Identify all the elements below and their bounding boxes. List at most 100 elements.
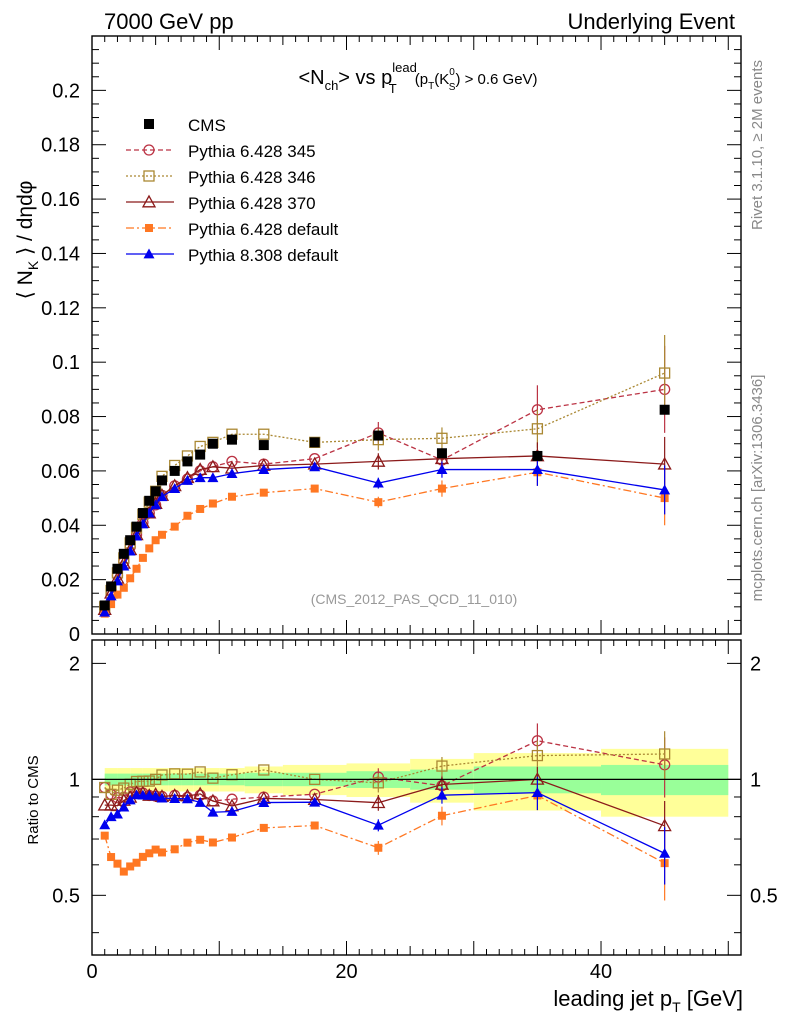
y-tick-label: 0.18 — [41, 135, 80, 157]
cms-data-point — [150, 486, 161, 497]
legend-label-pythia-6-428-345: Pythia 6.428 345 — [188, 142, 316, 161]
series-point-pythia-6-428-default — [151, 536, 160, 545]
ratio-point-pythia-6-428-346 — [531, 749, 544, 762]
ratio-tick-label-left: 1 — [69, 769, 80, 791]
y-tick-label: 0.14 — [41, 243, 80, 265]
ratio-point-pythia-8-308-default — [372, 819, 384, 830]
series-point-pythia-6-428-346 — [436, 432, 448, 444]
cms-data-point — [309, 437, 320, 448]
series-line-pythia-6-428-345 — [104, 388, 665, 608]
ratio-point-pythia-8-308-default — [258, 797, 270, 807]
legend-marker-pythia-6-428-370 — [141, 194, 157, 208]
series-point-pythia-8-308-default — [181, 474, 193, 485]
ratio-point-pythia-6-428-default — [107, 853, 116, 862]
series-point-pythia-8-308-default — [156, 491, 168, 502]
cms-data-point — [99, 600, 110, 611]
cms-data-point — [258, 440, 269, 451]
ratio-point-pythia-6-428-346 — [111, 784, 124, 796]
ratio-point-pythia-6-428-default — [259, 823, 268, 832]
analysis-id-label: (CMS_2012_PAS_QCD_11_010) — [311, 591, 518, 607]
main-panel-series — [97, 335, 672, 618]
ratio-line-pythia-6-428-346 — [104, 753, 665, 796]
ratio-tick-label-left: 0.5 — [52, 885, 80, 907]
ratio-point-pythia-6-428-default — [208, 838, 217, 847]
ratio-point-pythia-8-308-default — [531, 787, 543, 798]
ratio-point-pythia-6-428-346 — [118, 782, 130, 794]
legend-label-pythia-6-428-370: Pythia 6.428 370 — [188, 194, 316, 213]
ratio-point-pythia-6-428-346 — [658, 748, 671, 760]
cms-data-point — [125, 535, 136, 546]
ratio-point-pythia-6-428-default — [437, 811, 446, 820]
legend-marker-pythia-6-428-346 — [143, 170, 155, 182]
series-point-pythia-6-428-default — [113, 590, 122, 599]
ratio-point-pythia-6-428-default — [151, 845, 160, 854]
ratio-point-pythia-8-308-default — [181, 793, 193, 804]
series-point-pythia-8-308-default — [258, 464, 270, 474]
cms-data-point — [373, 430, 384, 441]
y-tick-label: 0.1 — [52, 352, 80, 374]
ratio-point-pythia-8-308-default — [226, 806, 238, 816]
y-tick-label: 0.2 — [52, 80, 80, 102]
cms-data-point — [169, 465, 180, 476]
legend-label-pythia-8-308-default: Pythia 8.308 default — [188, 246, 339, 265]
legend-label-pythia-6-428-default: Pythia 6.428 default — [188, 220, 339, 239]
series-point-pythia-6-428-346 — [258, 428, 270, 440]
ratio-point-pythia-8-308-default — [124, 794, 136, 805]
series-point-pythia-8-308-default — [659, 484, 671, 495]
series-point-pythia-6-428-346 — [658, 367, 671, 379]
x-axis-label: leading jet pT [GeV] — [553, 986, 743, 1015]
ratio-point-pythia-8-308-default — [156, 792, 168, 803]
ratio-point-pythia-8-308-default — [194, 796, 206, 807]
ratio-point-pythia-6-428-346 — [99, 781, 111, 794]
ratio-point-pythia-6-428-default — [157, 848, 166, 857]
header-right-label: Underlying Event — [567, 9, 735, 34]
series-point-pythia-8-308-default — [207, 472, 219, 483]
ratio-point-pythia-8-308-default — [105, 811, 117, 822]
series-point-pythia-6-428-345 — [226, 455, 238, 468]
ratio-point-pythia-6-428-default — [183, 838, 192, 847]
ratio-point-pythia-6-428-346 — [372, 777, 384, 789]
ratio-tick-label-right: 1 — [750, 769, 761, 791]
series-point-pythia-6-428-default — [145, 544, 154, 553]
series-point-pythia-6-428-346 — [531, 423, 544, 435]
legend-marker-pythia-8-308-default — [143, 248, 155, 259]
x-tick-label: 40 — [590, 961, 612, 983]
cms-data-point — [659, 404, 670, 415]
legend-label-cms: CMS — [188, 116, 226, 135]
legend-marker-pythia-6-428-default — [145, 224, 153, 232]
series-point-pythia-6-428-default — [170, 522, 179, 531]
ratio-point-pythia-8-308-default — [436, 789, 448, 800]
ratio-point-pythia-8-308-default — [118, 801, 130, 812]
y-tick-label: 0.16 — [41, 189, 80, 211]
x-tick-label: 20 — [335, 961, 357, 983]
ratio-point-pythia-6-428-default — [113, 859, 122, 868]
ratio-point-pythia-6-428-346 — [194, 766, 206, 778]
y-tick-label: 0.02 — [41, 570, 80, 592]
ratio-point-pythia-8-308-default — [207, 806, 219, 817]
ratio-tick-label-right: 0.5 — [750, 885, 778, 907]
ratio-point-pythia-6-428-370 — [371, 795, 386, 809]
ratio-point-pythia-6-428-default — [227, 833, 236, 842]
mcplots-label: mcplots.cern.ch [arXiv:1306.3436] — [749, 375, 766, 602]
series-point-pythia-8-308-default — [436, 464, 448, 474]
ratio-point-pythia-6-428-default — [374, 843, 383, 852]
ratio-point-pythia-8-308-default — [111, 808, 123, 819]
series-point-pythia-6-428-370 — [205, 459, 220, 473]
series-point-pythia-6-428-default — [208, 499, 217, 508]
ratio-panel-frame — [91, 639, 742, 956]
ratio-y-axis-label: Ratio to CMS — [25, 755, 42, 844]
legend-marker-cms — [144, 119, 154, 129]
ratio-point-pythia-6-428-346 — [143, 775, 155, 787]
series-point-pythia-6-428-default — [183, 511, 192, 520]
cms-data-point — [207, 438, 218, 449]
ratio-point-pythia-6-428-default — [145, 849, 154, 858]
cms-data-point — [118, 548, 129, 559]
ratio-point-pythia-6-428-default — [310, 821, 319, 830]
cms-data-point — [436, 448, 447, 459]
series-point-pythia-8-308-default — [99, 606, 111, 617]
series-point-pythia-6-428-default — [374, 498, 383, 507]
x-tick-label: 0 — [86, 961, 97, 983]
series-point-pythia-6-428-default — [126, 574, 135, 583]
cms-data-point — [131, 521, 142, 532]
